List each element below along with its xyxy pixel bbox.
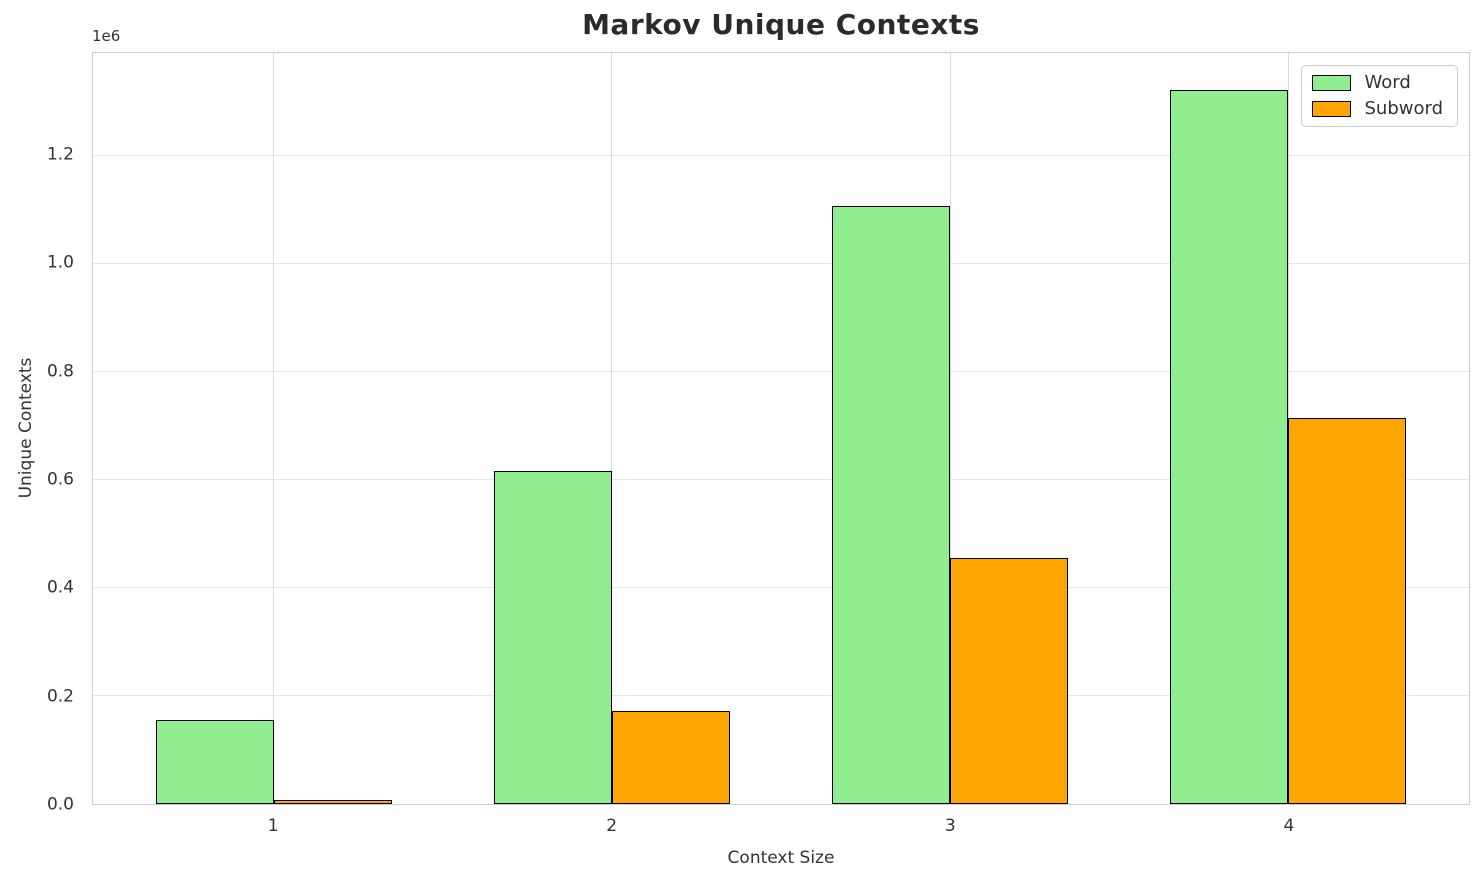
bar-word-3 bbox=[831, 205, 951, 804]
bar-word-4 bbox=[1169, 89, 1289, 804]
legend-item-subword: Subword bbox=[1312, 100, 1443, 118]
bar-subword-1 bbox=[273, 799, 393, 804]
legend: Word Subword bbox=[1301, 65, 1458, 127]
legend-swatch-word bbox=[1312, 75, 1352, 91]
bar-word-2 bbox=[493, 471, 612, 804]
bar-subword-2 bbox=[611, 710, 731, 804]
y-tick-label: 0.4 bbox=[46, 577, 74, 598]
plot-area: Word Subword bbox=[92, 52, 1470, 805]
legend-item-word: Word bbox=[1312, 74, 1443, 92]
gridline-y bbox=[93, 479, 1469, 481]
x-tick-label: 4 bbox=[1283, 816, 1295, 836]
gridline-y bbox=[93, 587, 1469, 589]
gridline-x bbox=[949, 53, 951, 804]
x-tick-labels: 1 2 3 4 bbox=[92, 818, 1470, 840]
y-tick-label: 0.8 bbox=[46, 361, 74, 382]
y-tick-label: 1.0 bbox=[46, 252, 74, 273]
x-tick-label: 2 bbox=[606, 816, 618, 836]
x-tick-label: 3 bbox=[944, 816, 956, 836]
gridline-y bbox=[93, 263, 1469, 265]
legend-label: Word bbox=[1364, 72, 1411, 93]
bar-subword-4 bbox=[1288, 417, 1407, 804]
legend-swatch-subword bbox=[1312, 101, 1352, 117]
legend-label: Subword bbox=[1364, 98, 1443, 119]
gridline-y bbox=[93, 155, 1469, 157]
bar-subword-3 bbox=[950, 557, 1069, 804]
gridline-x bbox=[273, 53, 275, 804]
x-tick-label: 1 bbox=[267, 816, 279, 836]
chart-title: Markov Unique Contexts bbox=[582, 8, 980, 41]
x-axis-label: Context Size bbox=[727, 848, 835, 868]
bars-layer bbox=[93, 53, 1469, 804]
y-tick-label: 1.2 bbox=[46, 144, 74, 165]
y-tick-label: 0.0 bbox=[46, 794, 74, 815]
y-axis-offset-text: 1e6 bbox=[92, 27, 121, 45]
gridline-x bbox=[611, 53, 613, 804]
gridline-y bbox=[93, 695, 1469, 697]
y-tick-label: 0.2 bbox=[46, 686, 74, 707]
y-tick-labels: 0.0 0.2 0.4 0.6 0.8 1.0 1.2 bbox=[0, 52, 82, 813]
y-tick-label: 0.6 bbox=[46, 469, 74, 490]
bar-word-1 bbox=[155, 719, 274, 804]
gridline-y bbox=[93, 371, 1469, 373]
